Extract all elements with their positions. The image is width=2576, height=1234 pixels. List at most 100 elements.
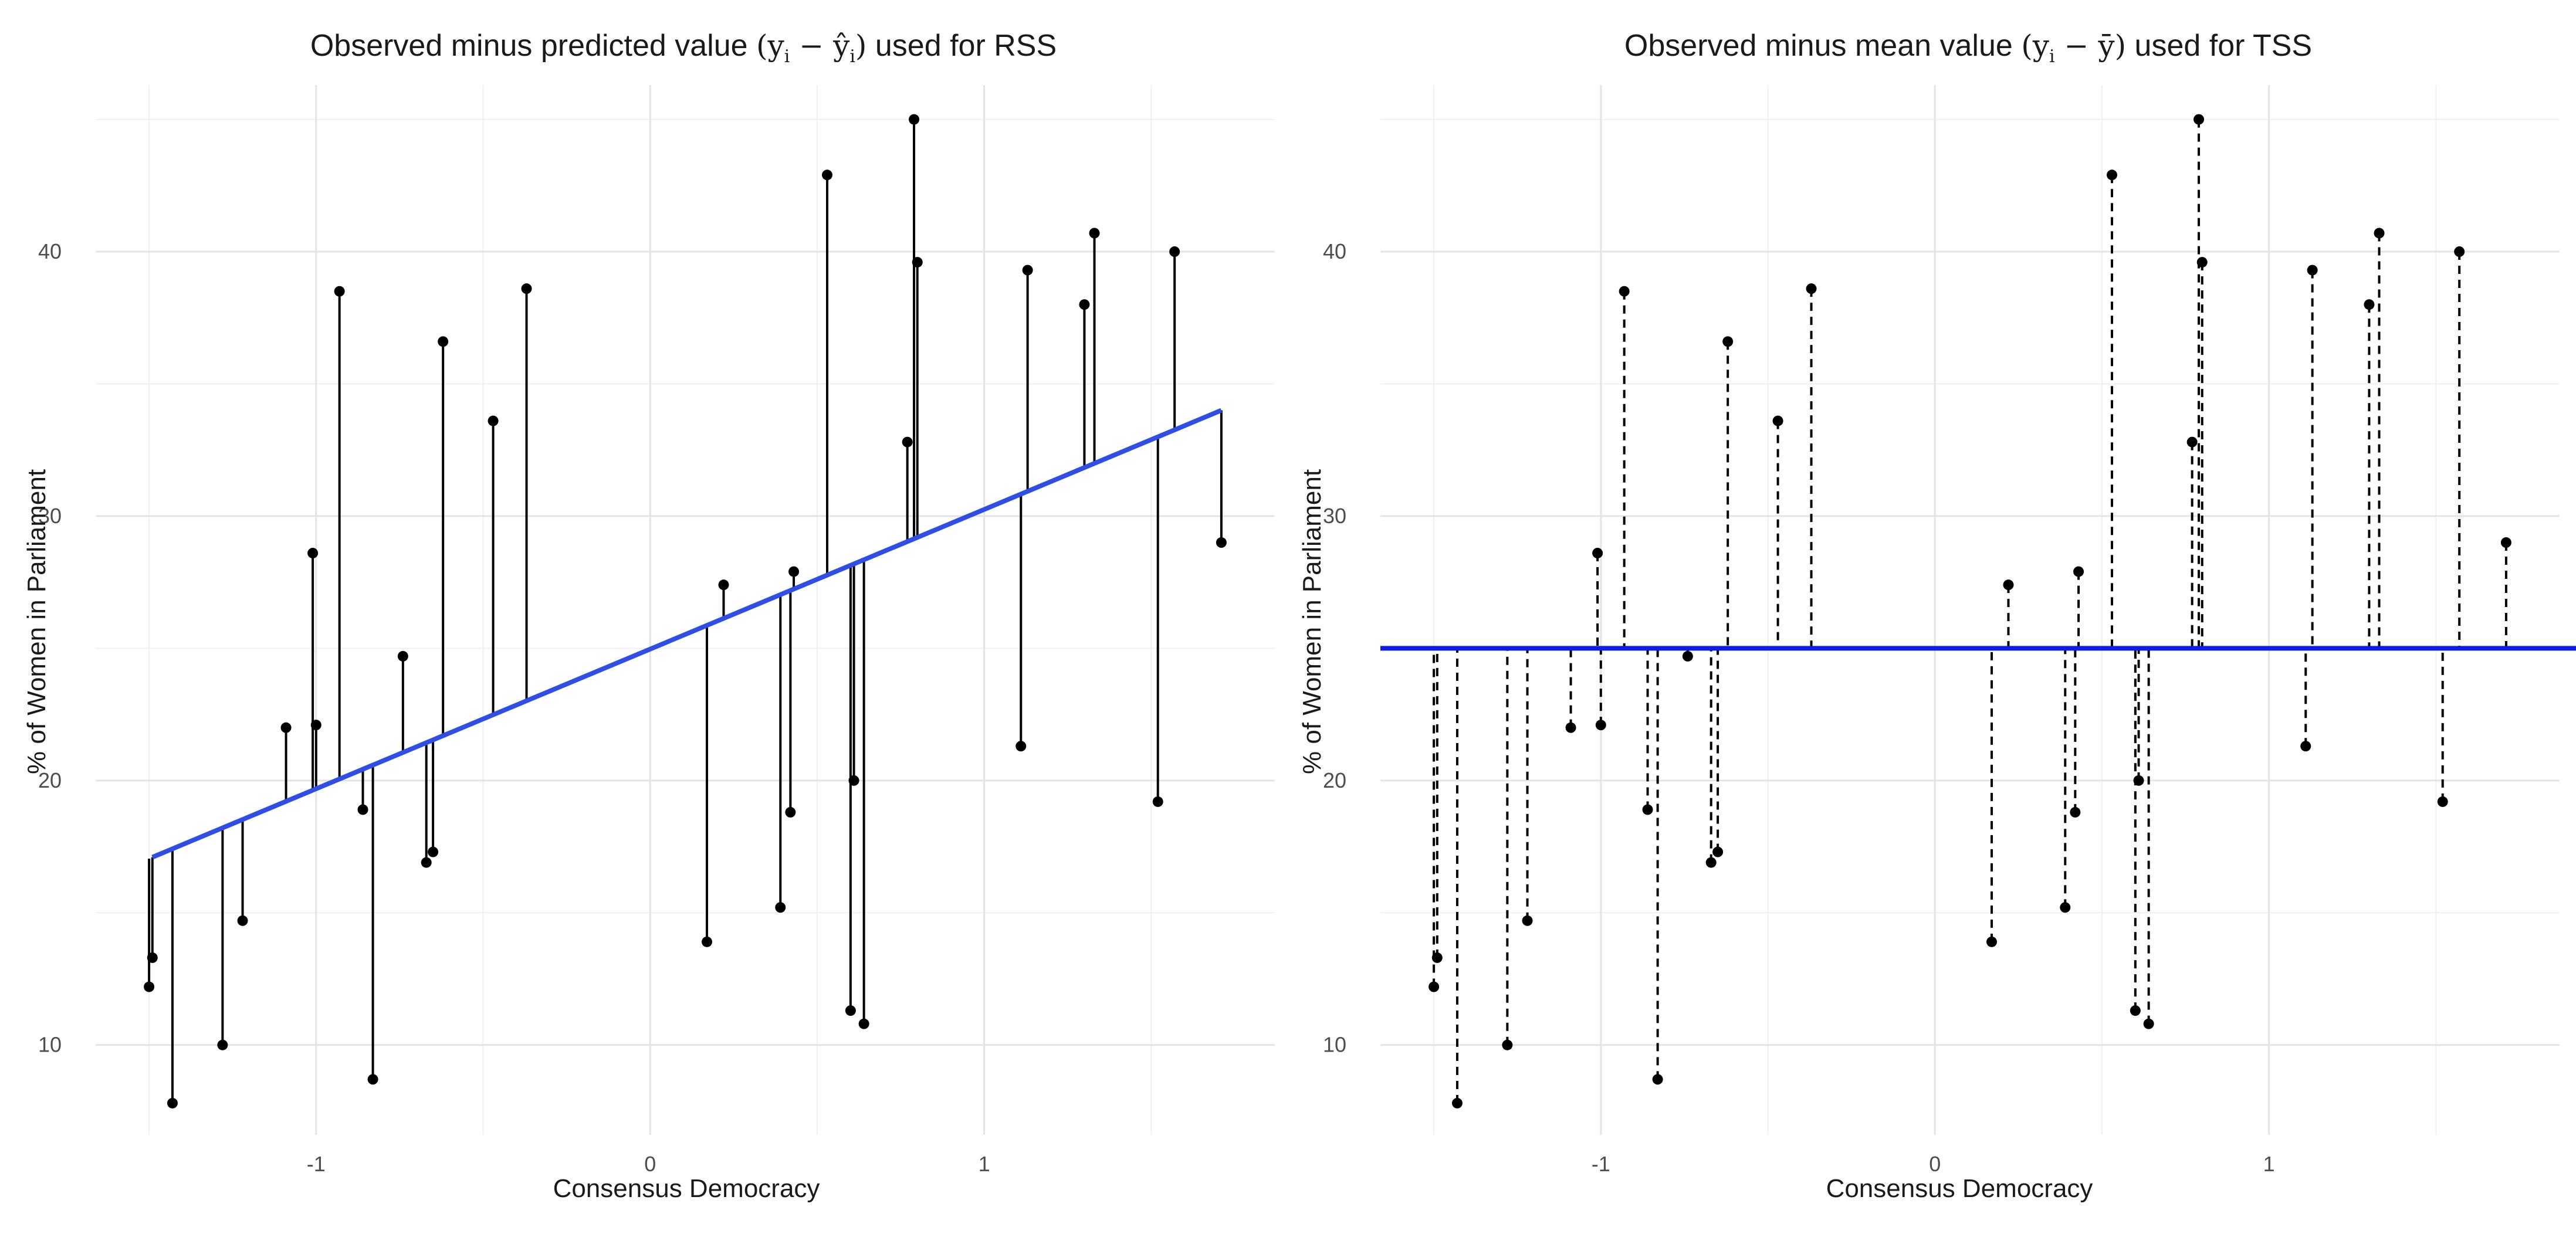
- rss-data-point: [167, 1097, 178, 1108]
- rss-data-point: [902, 436, 913, 448]
- tss-data-point: [1682, 650, 1693, 662]
- tss-data-point: [2060, 902, 2071, 913]
- tss-data-point: [1705, 857, 1717, 868]
- rss-y-tick-label: 10: [38, 1033, 62, 1057]
- tss-data-point: [1451, 1097, 1463, 1108]
- rss-data-point: [397, 650, 408, 662]
- rss-data-point: [909, 114, 920, 125]
- rss-data-point: [1089, 228, 1100, 239]
- rss-data-point: [775, 902, 786, 913]
- tss-title-y: y: [2032, 29, 2050, 63]
- tss-data-point: [2500, 537, 2511, 548]
- rss-data-point: [1022, 265, 1033, 276]
- rss-data-point: [788, 566, 800, 577]
- tss-data-point: [1642, 804, 1653, 815]
- tss-title-ybar: ȳ: [2098, 29, 2115, 63]
- tss-data-point: [1431, 952, 1443, 963]
- tss-data-point: [1722, 336, 1734, 347]
- tss-data-point: [1592, 548, 1603, 559]
- tss-data-point: [1986, 936, 1998, 947]
- tss-title-before: Observed minus mean value: [1624, 29, 2022, 63]
- rss-regression-line: [151, 408, 1223, 860]
- rss-x-axis-label: Consensus Democracy: [553, 1174, 820, 1203]
- rss-x-tick-label: -1: [307, 1152, 326, 1176]
- rss-data-point: [848, 775, 859, 786]
- rss-title-minus: −: [790, 29, 834, 63]
- tss-data-point: [2196, 257, 2208, 268]
- rss-y-tick-label: 20: [38, 768, 62, 792]
- tss-title-after: used for TSS: [2126, 29, 2313, 63]
- rss-data-point: [310, 720, 321, 731]
- rss-data-point: [858, 1018, 869, 1029]
- tss-data-point: [2003, 579, 2014, 591]
- rss-data-point: [1152, 796, 1163, 807]
- rss-y-tick-label: 30: [38, 504, 62, 528]
- rss-title-sub: i: [784, 46, 790, 67]
- tss-data-point: [2364, 299, 2375, 310]
- tss-data-point: [1522, 915, 1533, 926]
- tss-data-point: [1652, 1074, 1663, 1085]
- tss-data-point: [2073, 566, 2084, 577]
- tss-x-tick-label: -1: [1592, 1152, 1610, 1176]
- tss-y-tick-label: 30: [1323, 504, 1346, 528]
- rss-data-point: [367, 1074, 378, 1085]
- tss-data-point: [2186, 436, 2198, 448]
- tss-data-point: [2437, 796, 2448, 807]
- rss-data-point: [334, 286, 345, 297]
- rss-title-sub2: i: [849, 46, 855, 67]
- rss-data-point: [428, 846, 439, 857]
- rss-plot: -1 0 1 10 20 30 40: [38, 85, 1275, 1176]
- rss-data-point: [845, 1005, 856, 1016]
- rss-data-point: [280, 722, 292, 733]
- tss-title-sub: i: [2049, 46, 2055, 67]
- rss-data-point: [237, 915, 248, 926]
- rss-data-point: [421, 857, 432, 868]
- tss-x-tick-label: 1: [2263, 1152, 2275, 1176]
- rss-data-point: [821, 169, 832, 181]
- tss-title-minus: −: [2054, 29, 2098, 63]
- rss-title-yhat: ŷ: [833, 29, 850, 63]
- tss-data-point: [1565, 722, 1576, 733]
- rss-title-y: y: [767, 29, 784, 63]
- tss-data-point: [1429, 981, 1440, 992]
- tss-y-tick-label: 10: [1323, 1033, 1346, 1057]
- tss-data-point: [2133, 775, 2144, 786]
- rss-data-point: [147, 952, 158, 963]
- rss-y-tick-label: 40: [38, 239, 62, 263]
- tss-y-axis-label: % of Women in Parliament: [1298, 469, 1326, 774]
- rss-data-point: [521, 283, 532, 294]
- rss-title-before: Observed minus predicted value: [310, 29, 756, 63]
- rss-data-point: [1079, 299, 1090, 310]
- tss-data-point: [1806, 283, 1817, 294]
- tss-y-tick-label: 40: [1323, 239, 1346, 263]
- rss-data-point: [144, 981, 155, 992]
- tss-data-point: [1595, 720, 1606, 731]
- tss-data-point: [2070, 806, 2081, 818]
- rss-data-point: [912, 257, 923, 268]
- rss-x-tick-label: 1: [979, 1152, 990, 1176]
- tss-data-point: [2454, 246, 2465, 257]
- tss-data-point: [2374, 228, 2385, 239]
- rss-y-axis-label: % of Women in Parliament: [22, 469, 51, 774]
- tss-data-point: [2143, 1018, 2154, 1029]
- tss-y-tick-label: 20: [1323, 768, 1346, 792]
- tss-data-point: [1772, 415, 1783, 426]
- rss-data-point: [702, 936, 713, 947]
- tss-data-point: [2300, 741, 2311, 752]
- rss-data-point: [357, 804, 368, 815]
- tss-panel-title: Observed minus mean value (yi − ȳ) used …: [1624, 29, 2313, 67]
- rss-data-point: [1216, 537, 1227, 548]
- tss-plot: -1 0 1 10 20 30 40: [1323, 85, 2576, 1176]
- tss-data-point: [2130, 1005, 2141, 1016]
- rss-panel-title: Observed minus predicted value (yi − ŷi)…: [310, 29, 1057, 67]
- rss-data-point: [438, 336, 449, 347]
- tss-data-point: [1712, 846, 1724, 857]
- rss-data-point: [1015, 741, 1027, 752]
- rss-data-point: [307, 548, 319, 559]
- rss-data-point: [718, 579, 729, 591]
- tss-x-axis-label: Consensus Democracy: [1826, 1174, 2093, 1203]
- rss-title-after: used for RSS: [866, 29, 1057, 63]
- rss-data-point: [785, 806, 796, 818]
- rss-data-point: [1169, 246, 1180, 257]
